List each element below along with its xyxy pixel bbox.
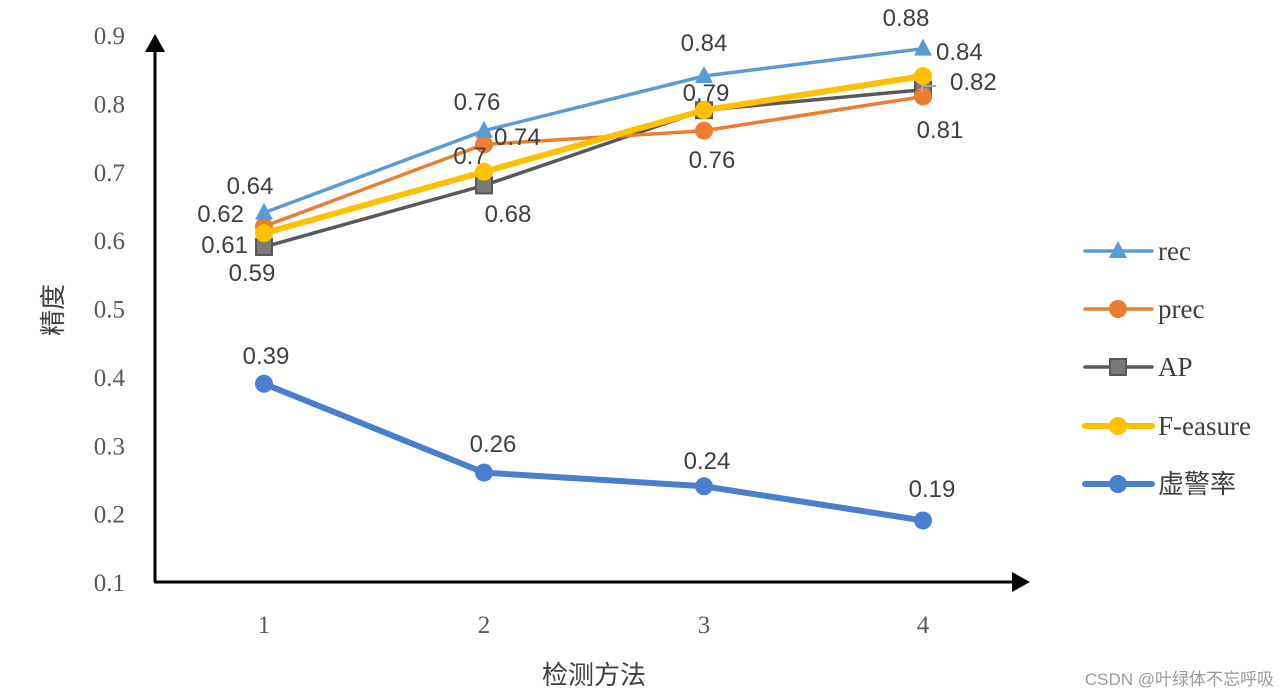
circle-marker-icon: [914, 87, 932, 106]
legend-item: prec: [1083, 294, 1204, 324]
watermark: CSDN @叶绿体不忘呼吸: [1084, 670, 1274, 689]
legend-label: F-easure: [1158, 411, 1251, 441]
series-ap: [255, 80, 932, 256]
legend: rec prec AP F-easure 虚警率: [1082, 236, 1251, 500]
circle-marker-icon: [695, 477, 713, 496]
data-label: 0.64: [227, 173, 274, 200]
triangle-marker-icon: [255, 202, 273, 220]
y-tick-label: 0.9: [94, 23, 125, 50]
data-label: 0.76: [454, 89, 501, 116]
legend-item: rec: [1083, 236, 1191, 266]
data-label: 0.19: [909, 476, 956, 503]
circle-marker-icon: [475, 135, 493, 154]
data-label: 0.84: [681, 30, 728, 57]
axes: [145, 34, 1030, 592]
legend-item: 虚警率: [1082, 470, 1236, 500]
legend-label: rec: [1158, 236, 1191, 266]
y-tick-label: 0.7: [94, 160, 125, 187]
triangle-marker-icon: [695, 66, 713, 84]
circle-marker-icon: [1109, 475, 1127, 493]
y-axis-title: 精度: [39, 284, 69, 336]
circle-marker-icon: [1109, 300, 1127, 318]
x-axis-title: 检测方法: [542, 661, 646, 691]
data-label: 0.62: [197, 201, 244, 228]
y-tick-label: 0.6: [94, 228, 125, 255]
x-tick-labels: 1 2 3 4: [258, 612, 930, 639]
y-tick-label: 0.8: [94, 91, 125, 118]
y-axis-arrow-icon: [145, 34, 165, 52]
x-tick-label: 1: [258, 612, 271, 639]
triangle-marker-icon: [1109, 241, 1127, 258]
data-label: 0.74: [494, 124, 541, 151]
y-tick-label: 0.5: [94, 297, 125, 324]
y-tick-label: 0.2: [94, 502, 125, 529]
data-label: 0.79: [683, 80, 730, 107]
circle-marker-icon: [475, 162, 493, 181]
series-line: [261, 380, 926, 524]
leader-line: [921, 85, 936, 92]
series-line: [262, 46, 925, 215]
x-axis-arrow-icon: [1012, 572, 1030, 592]
series-prec: [255, 87, 932, 236]
data-label: 0.26: [470, 431, 517, 458]
x-tick-label: 3: [698, 612, 711, 639]
legend-label: AP: [1158, 352, 1193, 382]
data-label: 0.59: [229, 260, 276, 287]
legend-label: prec: [1158, 294, 1204, 324]
x-tick-label: 2: [478, 612, 491, 639]
data-label: 0.24: [684, 448, 731, 475]
circle-marker-icon: [255, 374, 273, 393]
y-tick-labels: 0.9 0.8 0.7 0.6 0.5 0.4 0.3 0.2 0.1: [94, 23, 126, 597]
square-marker-icon: [1109, 358, 1127, 376]
series-false-alarm-rate: [255, 374, 932, 530]
triangle-marker-icon: [914, 38, 932, 56]
triangle-marker-icon: [475, 120, 493, 138]
legend-label: 虚警率: [1158, 470, 1236, 500]
legend-item: AP: [1083, 352, 1193, 382]
circle-marker-icon: [695, 101, 713, 120]
data-label: 0.84: [936, 39, 983, 66]
data-labels: 0.640.760.840.880.840.620.740.760.810.59…: [197, 5, 996, 503]
data-label: 0.61: [201, 232, 248, 259]
data-label: 0.68: [485, 201, 532, 228]
series-line: [262, 87, 925, 249]
y-tick-label: 0.3: [94, 433, 125, 460]
circle-marker-icon: [914, 511, 932, 530]
legend-item: F-easure: [1082, 411, 1251, 441]
data-label: 0.39: [243, 343, 290, 370]
series-line: [261, 73, 926, 237]
data-label: 0.7: [453, 143, 486, 170]
y-tick-label: 0.1: [94, 570, 125, 597]
data-label: 0.82: [950, 69, 997, 96]
x-tick-label: 4: [917, 612, 930, 639]
series-line: [262, 94, 925, 229]
circle-marker-icon: [695, 121, 713, 140]
series-rec: [255, 38, 932, 220]
circle-marker-icon: [914, 67, 932, 86]
series-f-easure: [255, 67, 932, 243]
data-label: 0.76: [689, 147, 736, 174]
y-tick-label: 0.4: [94, 365, 126, 392]
series-layer: [255, 38, 932, 530]
data-label: 0.81: [917, 117, 964, 144]
circle-marker-icon: [1109, 417, 1127, 435]
circle-marker-icon: [475, 463, 493, 482]
data-label: 0.88: [883, 5, 930, 32]
circle-marker-icon: [255, 224, 273, 243]
